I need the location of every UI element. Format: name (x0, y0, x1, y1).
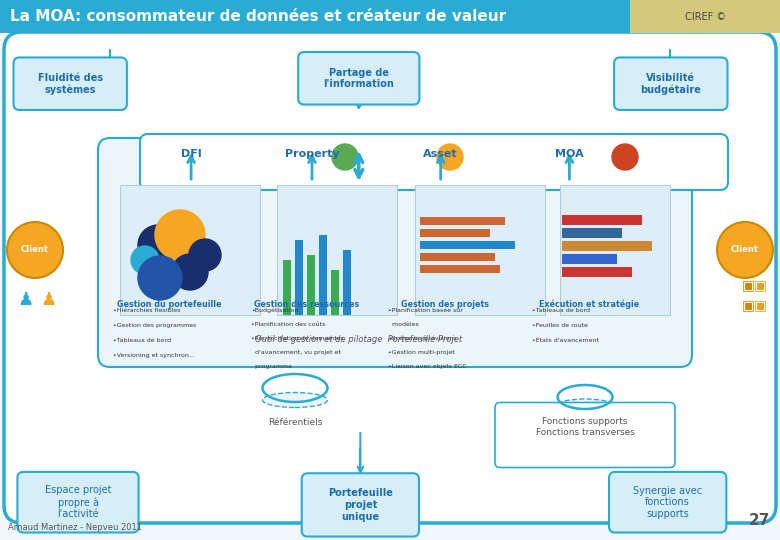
FancyBboxPatch shape (609, 472, 726, 532)
Text: •Planification basée sur: •Planification basée sur (388, 308, 463, 313)
Circle shape (131, 246, 159, 274)
Text: •Réconciliation de demandes: •Réconciliation de demandes (251, 336, 344, 341)
Text: d'avancement, vu projet et: d'avancement, vu projet et (251, 350, 341, 355)
Circle shape (717, 222, 773, 278)
Bar (283, 260, 291, 315)
FancyBboxPatch shape (4, 32, 776, 523)
Text: •Budgétisation: •Budgétisation (251, 308, 299, 313)
Bar (420, 265, 500, 273)
Ellipse shape (558, 399, 612, 411)
Text: •États d'avancement: •États d'avancement (532, 338, 599, 343)
Circle shape (172, 254, 208, 290)
Text: •Feuilles de route: •Feuilles de route (532, 323, 588, 328)
Text: •Tableaux de bord: •Tableaux de bord (532, 308, 590, 313)
FancyBboxPatch shape (495, 402, 675, 468)
Text: ▣: ▣ (742, 278, 754, 292)
Bar (319, 235, 327, 315)
Text: Outil de gestion et de pilotage  Portefeuille Projet: Outil de gestion et de pilotage Portefeu… (255, 335, 463, 345)
Bar (331, 270, 339, 315)
Text: MOA: MOA (555, 149, 583, 159)
Text: ♟: ♟ (17, 291, 33, 309)
Circle shape (189, 239, 221, 271)
Circle shape (138, 256, 182, 300)
Bar (560, 185, 670, 315)
FancyBboxPatch shape (140, 134, 728, 190)
Text: modèles: modèles (388, 322, 419, 327)
Bar (420, 217, 505, 225)
Circle shape (155, 210, 205, 260)
Text: Portefeuille
projet
unique: Portefeuille projet unique (328, 488, 393, 522)
Text: programme: programme (251, 364, 292, 369)
Text: •Planification des coûts: •Planification des coûts (251, 322, 325, 327)
Text: La MOA: consommateur de données et créateur de valeur: La MOA: consommateur de données et créat… (10, 9, 506, 24)
Text: Gestion des projets: Gestion des projets (402, 300, 489, 309)
Bar (420, 229, 490, 237)
Bar (277, 185, 397, 315)
Bar (562, 254, 617, 264)
Bar (120, 185, 260, 315)
Text: •Liaison avec objets ECC: •Liaison avec objets ECC (388, 364, 467, 369)
Text: •Versioning et synchron...: •Versioning et synchron... (113, 353, 195, 358)
Text: Fonctions supports
Fonctions transverses: Fonctions supports Fonctions transverses (536, 417, 634, 437)
Text: ♟: ♟ (40, 291, 56, 309)
Bar (420, 253, 495, 261)
Text: •Gestion multi-projet: •Gestion multi-projet (388, 350, 456, 355)
Text: Partage de
l'information: Partage de l'information (324, 68, 394, 89)
Ellipse shape (263, 393, 328, 408)
Bar (295, 240, 303, 315)
Text: •Hiérarchies flexibles: •Hiérarchies flexibles (113, 308, 181, 313)
Text: 27: 27 (749, 513, 770, 528)
Text: Fluidité des
systèmes: Fluidité des systèmes (37, 72, 103, 95)
FancyBboxPatch shape (13, 57, 127, 110)
Circle shape (612, 144, 638, 170)
FancyBboxPatch shape (614, 57, 728, 110)
Circle shape (332, 144, 358, 170)
Bar (343, 250, 351, 315)
Text: •Tableaux de bord: •Tableaux de bord (113, 338, 171, 343)
Circle shape (437, 144, 463, 170)
Bar (420, 241, 515, 249)
Text: Référentiels: Référentiels (268, 418, 322, 427)
Circle shape (138, 225, 178, 265)
Text: DFI: DFI (181, 149, 201, 159)
Text: Visibilité
budgétaire: Visibilité budgétaire (640, 72, 701, 95)
FancyBboxPatch shape (298, 52, 420, 105)
Text: Client: Client (21, 246, 49, 254)
Text: Exécution et stratégie: Exécution et stratégie (539, 300, 639, 309)
Bar (562, 267, 632, 277)
Bar (307, 255, 315, 315)
Bar (0, 0, 780, 33)
Bar (562, 228, 622, 238)
Text: ▣: ▣ (753, 278, 767, 292)
Text: ▣: ▣ (753, 298, 767, 312)
Text: •Scénarios/prévisions: •Scénarios/prévisions (388, 336, 457, 341)
Text: Synergie avec
fonctions
supports: Synergie avec fonctions supports (633, 485, 702, 519)
Text: Arnaud Martinez - Nepveu 2011: Arnaud Martinez - Nepveu 2011 (8, 523, 142, 532)
Text: •Gestion des programmes: •Gestion des programmes (113, 323, 197, 328)
Bar (562, 241, 652, 251)
FancyBboxPatch shape (98, 138, 692, 367)
Text: Asset: Asset (424, 149, 458, 159)
Text: ▣: ▣ (742, 298, 754, 312)
Bar (562, 215, 642, 225)
Text: Gestion du portefeuille: Gestion du portefeuille (117, 300, 222, 309)
Text: Gestion des ressources: Gestion des ressources (254, 300, 359, 309)
Bar (415, 185, 545, 315)
Bar (630, 0, 780, 33)
Circle shape (7, 222, 63, 278)
FancyBboxPatch shape (302, 473, 419, 537)
Text: Property: Property (285, 149, 339, 159)
Text: Client: Client (731, 246, 759, 254)
Text: Espace projet
propre à
l'activité: Espace projet propre à l'activité (44, 485, 112, 519)
FancyBboxPatch shape (17, 472, 139, 532)
Text: CIREF ©: CIREF © (685, 11, 726, 22)
